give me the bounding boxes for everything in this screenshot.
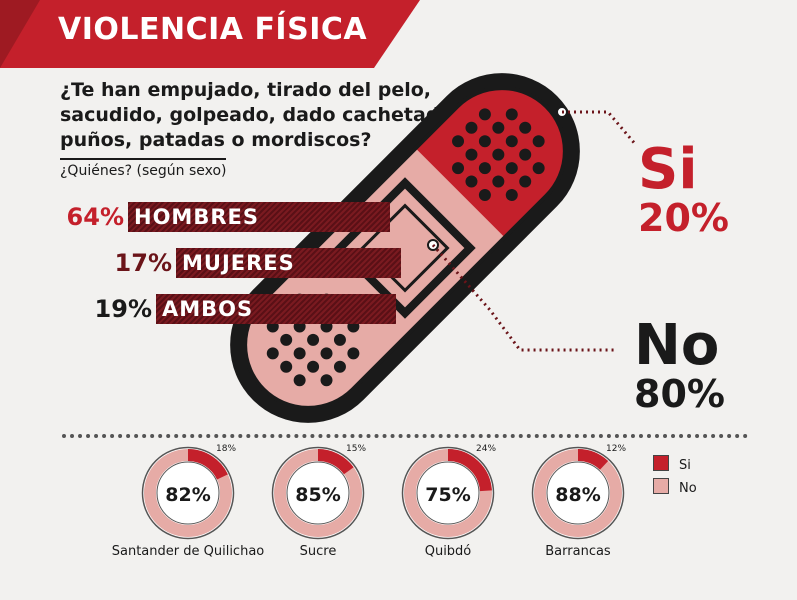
bandage-dot <box>505 135 518 148</box>
bandage-dot <box>452 162 465 175</box>
donut-city-name: Santander de Quilichao <box>111 544 265 559</box>
bandage-dot <box>465 148 478 161</box>
bandage-dot <box>293 374 306 387</box>
donut-no-value: 85% <box>295 484 340 506</box>
donut-hole <box>546 461 610 525</box>
si-label: Si <box>638 137 698 202</box>
question-line: sacudido, golpeado, dado cachetadas, <box>60 104 471 126</box>
donut-hole <box>416 461 480 525</box>
legend-label: No <box>679 481 697 496</box>
bandage-dot <box>532 162 545 175</box>
legend-no: No <box>653 478 697 496</box>
donut-slice-si <box>534 449 622 537</box>
bar: AMBOS <box>156 294 396 324</box>
bar-value-label: 19% <box>94 295 152 323</box>
no-label: No <box>634 313 720 378</box>
bandage-dot <box>519 148 532 161</box>
bandage-dot <box>478 162 491 175</box>
bandage-dot <box>452 135 465 148</box>
bandage-dot <box>280 360 293 373</box>
bandage-dot <box>347 347 360 360</box>
bandage-dot <box>478 108 491 121</box>
bandage-dot <box>505 108 518 121</box>
donut-si-value: 12% <box>606 444 627 454</box>
bandage-dot <box>307 333 320 346</box>
bandage-dot <box>519 121 532 134</box>
donut-chart: 82% <box>141 446 235 540</box>
donut-chart: 88% <box>531 446 625 540</box>
bandage-dot <box>478 135 491 148</box>
bar: HOMBRES <box>128 202 390 232</box>
legend-swatch-no <box>653 478 669 494</box>
donut-hole <box>156 461 220 525</box>
bandage-dot <box>280 333 293 346</box>
bandage-dot <box>492 148 505 161</box>
donut-city-name: Quibdó <box>424 544 472 559</box>
donut-no-value: 88% <box>555 484 600 506</box>
legend-si: Si <box>653 455 691 473</box>
bandage-dot <box>492 175 505 188</box>
question-line: ¿Te han empujado, tirado del pelo, <box>60 79 432 101</box>
si-percent: 20% <box>638 196 729 240</box>
bandage-dot <box>532 135 545 148</box>
donut-slice-si <box>144 449 232 537</box>
bar-category-label: AMBOS <box>162 297 254 321</box>
bandage-dot <box>266 347 279 360</box>
donut-hole <box>286 461 350 525</box>
bandage-dot <box>465 175 478 188</box>
bar-category-label: MUJERES <box>182 251 295 275</box>
donut-slice-si <box>404 449 492 537</box>
bandage-dot <box>307 360 320 373</box>
si-callout: Si 20% <box>638 137 729 240</box>
bandage-dot <box>465 121 478 134</box>
legend-label: Si <box>679 458 691 473</box>
bandage-dot <box>333 333 346 346</box>
question: ¿Te han empujado, tirado del pelo, sacud… <box>60 78 471 153</box>
donut-si-value: 15% <box>346 444 367 454</box>
bandage-dot <box>478 188 491 201</box>
bandage-dot <box>505 162 518 175</box>
donut-no-value: 82% <box>165 484 210 506</box>
bar-value-label: 17% <box>114 249 172 277</box>
no-percent: 80% <box>634 372 725 416</box>
bandage-dot <box>505 188 518 201</box>
donut-no-value: 75% <box>425 484 470 506</box>
bandage-dot <box>333 360 346 373</box>
bandage-dot <box>492 121 505 134</box>
title-banner <box>0 0 420 68</box>
bandage-dot <box>320 347 333 360</box>
bandage-dot <box>320 374 333 387</box>
bar-category-label: HOMBRES <box>134 205 259 229</box>
donut-city-name: Barrancas <box>545 544 611 559</box>
bandage-dot <box>293 347 306 360</box>
question-line: puños, patadas o mordiscos? <box>60 129 372 151</box>
donut-si-value: 18% <box>216 444 237 454</box>
bar-value-label: 64% <box>66 203 124 231</box>
sub-question: ¿Quiénes? (según sexo) <box>60 158 227 182</box>
donut-chart: 75% <box>401 446 495 540</box>
bar: MUJERES <box>176 248 401 278</box>
bandage-dot <box>519 175 532 188</box>
section-divider <box>62 434 748 438</box>
donut-slice-si <box>274 449 362 537</box>
donut-city-name: Sucre <box>299 544 337 559</box>
no-callout: No 80% <box>634 313 725 416</box>
page-title: VIOLENCIA FÍSICA <box>58 12 368 47</box>
donut-chart: 85% <box>271 446 365 540</box>
donut-si-value: 24% <box>476 444 497 454</box>
legend-swatch-si <box>653 455 669 471</box>
